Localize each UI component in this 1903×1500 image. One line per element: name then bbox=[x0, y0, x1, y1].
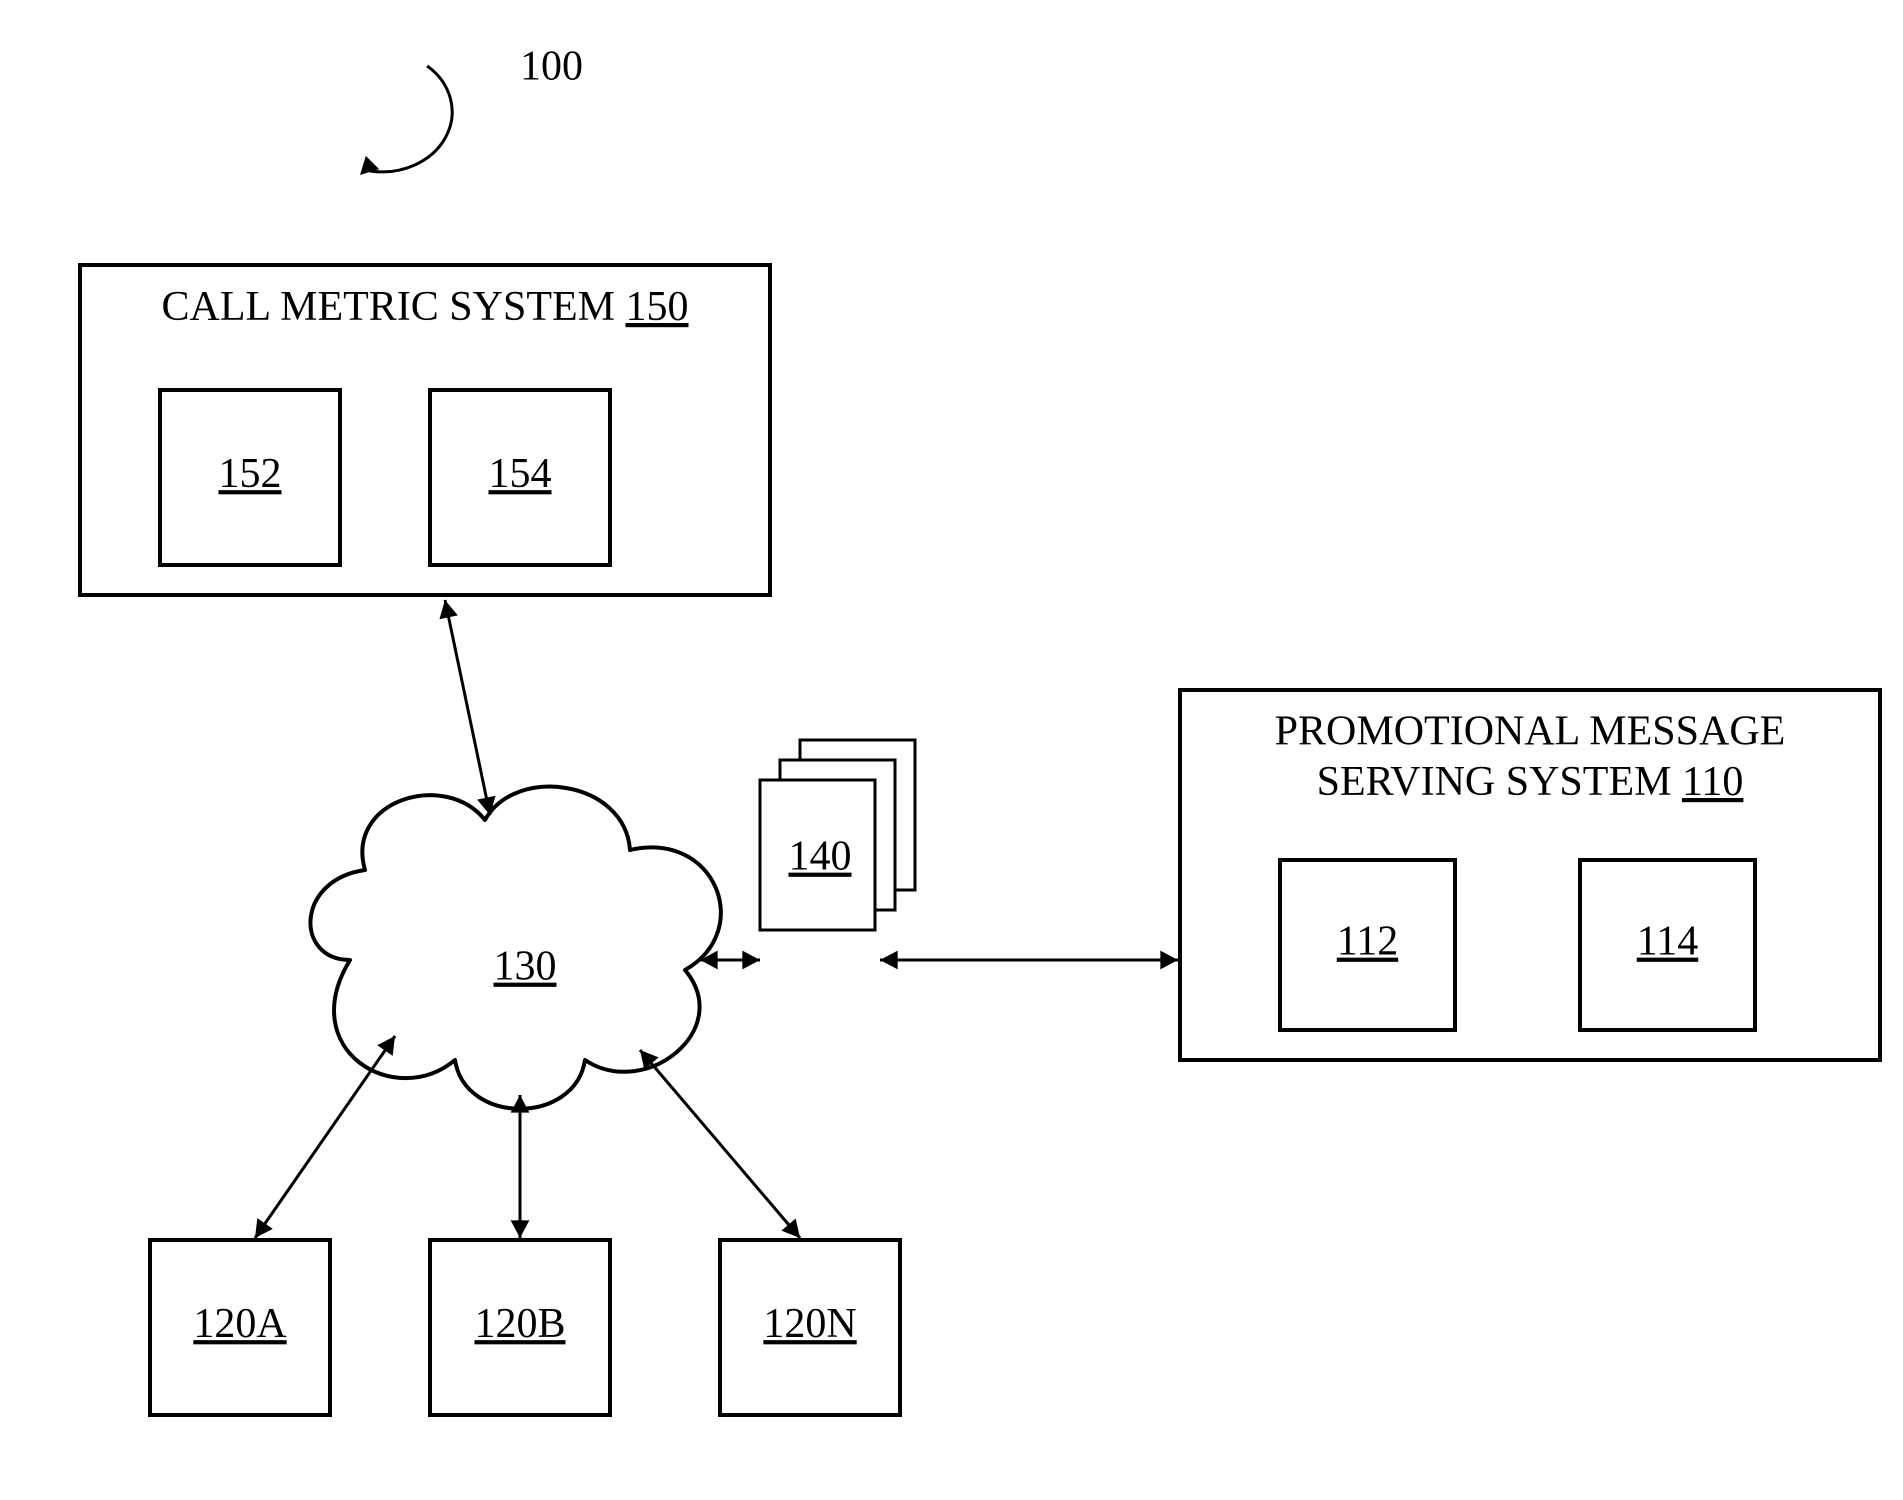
svg-text:120N: 120N bbox=[763, 1301, 856, 1347]
svg-text:120B: 120B bbox=[474, 1301, 565, 1347]
svg-text:100: 100 bbox=[520, 44, 583, 90]
svg-text:SERVING SYSTEM 110: SERVING SYSTEM 110 bbox=[1317, 759, 1744, 805]
svg-text:120A: 120A bbox=[193, 1301, 287, 1347]
svg-text:PROMOTIONAL MESSAGE: PROMOTIONAL MESSAGE bbox=[1275, 709, 1786, 755]
svg-text:114: 114 bbox=[1637, 919, 1698, 965]
svg-text:112: 112 bbox=[1337, 919, 1398, 965]
svg-text:140: 140 bbox=[789, 834, 852, 880]
svg-text:CALL METRIC SYSTEM 150: CALL METRIC SYSTEM 150 bbox=[162, 284, 689, 330]
svg-text:152: 152 bbox=[219, 451, 282, 497]
svg-text:154: 154 bbox=[489, 451, 552, 497]
svg-text:130: 130 bbox=[494, 944, 557, 990]
